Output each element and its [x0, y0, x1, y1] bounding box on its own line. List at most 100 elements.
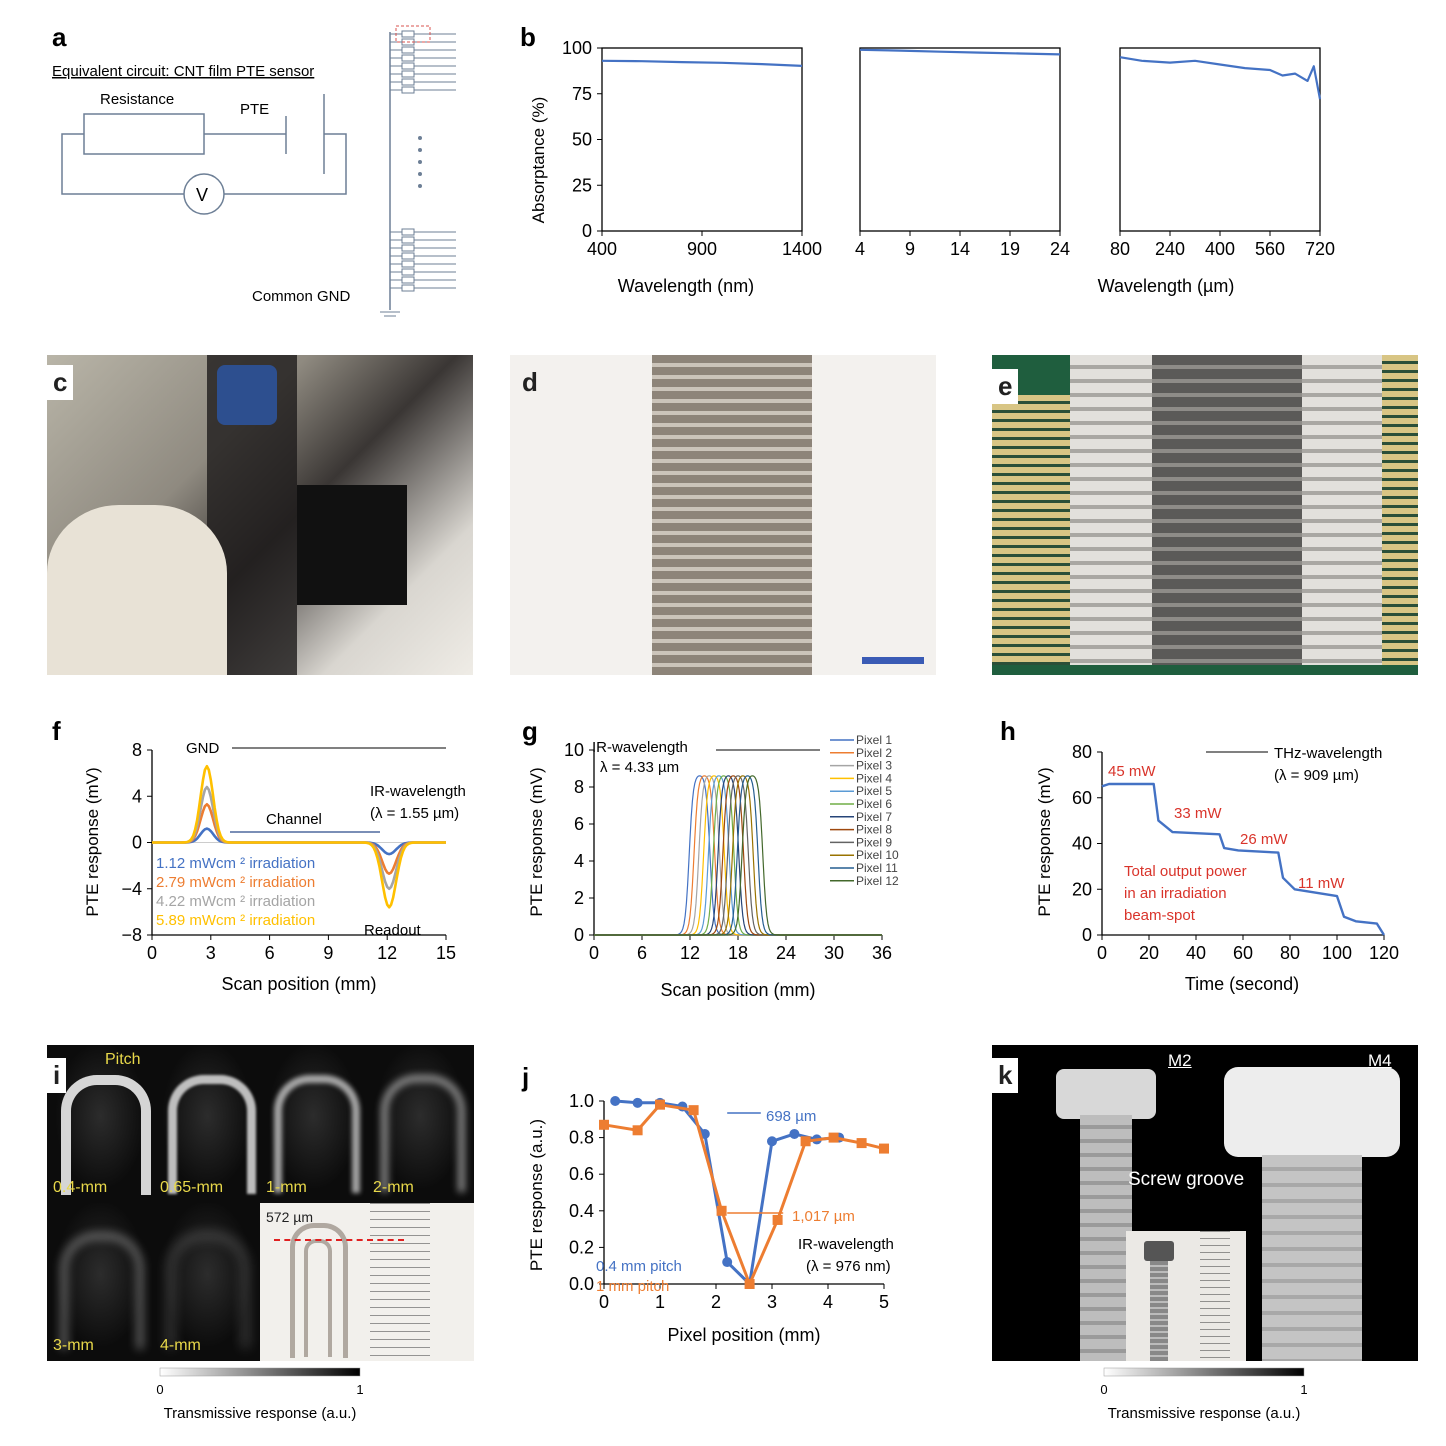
chart-b-ylabel: Absorptance (%)	[529, 97, 548, 224]
chart-j-xtick-label: 2	[711, 1292, 721, 1312]
circuit-title: Equivalent circuit: CNT film PTE sensor	[52, 63, 314, 80]
chart-h-p4: 11 mW	[1298, 875, 1345, 892]
chart-b2-line	[859, 48, 1061, 56]
chart-b2-xtick-label: 19	[1000, 239, 1020, 259]
array-resistor	[401, 268, 415, 276]
chart-h-note3: beam-spot	[1124, 907, 1196, 924]
chart-g-xlabel: Scan position (mm)	[660, 980, 815, 1000]
resistor-symbol	[83, 113, 205, 155]
array-resistor	[401, 30, 415, 38]
chart-j-point	[789, 1128, 800, 1139]
panel-label-i: i	[47, 1058, 67, 1093]
chart-j-point	[800, 1136, 811, 1147]
chart-g-legend-entry: Pixel 5	[856, 784, 892, 798]
chart-f-xtick-label: 6	[265, 943, 275, 963]
photo-screw-inset	[1126, 1231, 1246, 1361]
chart-j-ytick-label: 0.0	[569, 1274, 594, 1294]
chart-h-xtick-label: 100	[1322, 943, 1352, 963]
chart-b1-xtick-label: 900	[687, 239, 717, 259]
tile-label: 4-mm	[160, 1337, 201, 1354]
chart-h-ylabel: PTE response (mV)	[1035, 767, 1054, 916]
panel-label-b: b	[520, 22, 536, 52]
chart-g-xtick-label: 6	[637, 943, 647, 963]
image-tile: 0.65-mm	[154, 1045, 261, 1203]
chart-g-xtick-label: 0	[589, 943, 599, 963]
chart-j-xtick-label: 0	[599, 1292, 609, 1312]
chart-j-series	[615, 1099, 840, 1286]
chart-j-ylabel: PTE response (a.u.)	[527, 1119, 546, 1271]
tile-pattern	[381, 1075, 465, 1192]
chart-f-legend-entry: 4.22 mWcm ² irradiation	[156, 893, 315, 910]
panel-label-f: f	[52, 716, 61, 746]
chart-b3-xtick-label: 720	[1305, 239, 1335, 259]
chart-h-xtick-label: 40	[1186, 943, 1206, 963]
chart-j-point	[716, 1205, 727, 1216]
panel-label-k: k	[992, 1058, 1019, 1093]
chart-f-xtick-label: 9	[323, 943, 333, 963]
chart-g-legend-entry: Pixel 8	[856, 823, 892, 837]
chart-g-xtick-label: 30	[824, 943, 844, 963]
pte-label: PTE	[240, 101, 269, 118]
panel-k-image: M2 M4 Screw groove	[992, 1045, 1418, 1361]
chart-j-lambda: (λ = 976 nm)	[806, 1258, 891, 1275]
chart-g-ir: IR-wavelength	[592, 739, 688, 756]
chart-j-point	[632, 1097, 643, 1108]
array-resistor	[401, 86, 415, 94]
voltmeter-symbol	[183, 173, 225, 215]
array-resistor	[401, 252, 415, 260]
pitch-label: Pitch	[105, 1051, 141, 1068]
ground-label: Common GND	[252, 288, 351, 305]
chart-f-legend-entry: 2.79 mWcm ² irradiation	[156, 874, 315, 891]
chart-j-ir: IR-wavelength	[798, 1236, 894, 1253]
tile-label: 0.65-mm	[160, 1179, 224, 1196]
chart-h-thz: THz-wavelength	[1274, 745, 1382, 762]
chart-j-ytick-label: 0.2	[569, 1237, 594, 1257]
panel-i-images: 0.4-mm 0.65-mm 1-mm 2-mm 3-mm 4-mm 572 µm Pit…	[47, 1045, 474, 1361]
chart-g-legend-entry: Pixel 3	[856, 759, 892, 773]
chart-b3-xtick-label: 80	[1110, 239, 1130, 259]
chart-j-point	[879, 1143, 889, 1154]
chart-b2-xtick-label: 9	[905, 239, 915, 259]
chart-b2-xtick-label: 14	[950, 239, 970, 259]
circuit-diagram: Equivalent circuit: CNT film PTE sensor …	[52, 25, 456, 317]
chart-g-legend-entry: Pixel 1	[856, 733, 892, 747]
chart-b1-xlabel: Wavelength (nm)	[618, 276, 754, 296]
chart-j: 0 1 2 3 4 5 0.0 0.2 0.4 0.6 0.8 1.0 PTE response (a.…	[527, 1091, 894, 1345]
chart-f-ylabel: PTE response (mV)	[83, 767, 102, 916]
chart-j-point	[610, 1096, 621, 1106]
chart-h-p2: 33 mW	[1174, 805, 1222, 822]
chart-h-lambda: (λ = 909 µm)	[1274, 767, 1359, 784]
chart-f-xtick-label: 15	[436, 943, 456, 963]
chart-g-xtick-label: 12	[680, 943, 700, 963]
colorbar-i-max: 1	[356, 1382, 363, 1397]
chart-h-xtick-label: 0	[1097, 943, 1107, 963]
panel-label-a: a	[52, 22, 67, 52]
chart-f-gnd: GND	[186, 740, 220, 757]
chart-h-p3: 26 mW	[1240, 831, 1288, 848]
tile-label: 0.4-mm	[53, 1179, 108, 1196]
chart-g-ytick-label: 8	[574, 777, 584, 797]
chart-h: 0 20 40 60 80 100 120 0 20 40 60 80 PTE response (mV…	[1035, 742, 1399, 994]
chart-g-ytick-label: 6	[574, 814, 584, 834]
tile-label: 3-mm	[53, 1337, 94, 1354]
chart-f-ytick-label: 4	[132, 786, 142, 806]
chart-b3-xlabel: Wavelength (µm)	[1098, 276, 1235, 296]
chart-f-readout: Readout	[364, 922, 422, 939]
chart-g-ytick-label: 0	[574, 925, 584, 945]
chart-g-legend-entry: Pixel 11	[856, 861, 898, 875]
chart-j-d1: 698 µm	[766, 1108, 816, 1125]
chart-b3-xtick-label: 560	[1255, 239, 1285, 259]
chart-h-note2: in an irradiation	[1124, 885, 1227, 902]
chart-f-legend-entry: 5.89 mWcm ² irradiation	[156, 912, 315, 929]
chart-g-legend-entry: Pixel 6	[856, 797, 892, 811]
panel-label-g: g	[522, 716, 538, 746]
chart-b1-ytick-label: 25	[572, 175, 592, 195]
chart-b: Absorptance (%) Wavelength (nm) Waveleng…	[529, 38, 1335, 296]
chart-j-ytick-label: 0.6	[569, 1164, 594, 1184]
chart-j-xtick-label: 4	[823, 1292, 833, 1312]
array-resistor	[401, 78, 415, 86]
chart-h-ytick-label: 80	[1072, 742, 1092, 762]
chart-g-ytick-label: 10	[564, 740, 584, 760]
chart-b2-frame	[859, 47, 1061, 232]
image-tile: 3-mm	[47, 1203, 154, 1361]
